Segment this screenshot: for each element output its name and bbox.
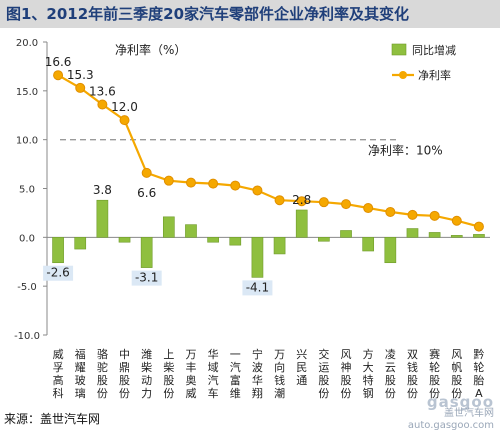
line-point-19 — [473, 221, 484, 232]
bar-15 — [384, 237, 397, 264]
watermark: gasgoo 盖世汽车网 auto.gasgoo.com — [407, 393, 494, 432]
line-point-17 — [429, 210, 440, 221]
x-tick-label: 交运股份 — [318, 347, 329, 400]
data-label-bg — [131, 270, 162, 286]
line-point-11 — [296, 196, 307, 207]
line-point-3 — [119, 115, 130, 126]
bar-layer — [52, 199, 485, 278]
bar-18 — [450, 235, 463, 238]
data-label: 16.6 — [45, 55, 72, 69]
y-tick-label: 0.0 — [19, 233, 35, 244]
x-tick-label: 万丰奥威 — [185, 348, 196, 400]
line-point-12 — [318, 197, 329, 208]
line-point-9 — [252, 185, 263, 196]
data-label: -4.1 — [246, 280, 269, 294]
x-tick-label: 凌云股份 — [385, 347, 396, 400]
line-point-10 — [274, 195, 285, 206]
x-tick-label: 中鼎股份 — [119, 348, 130, 400]
bar-17 — [428, 232, 441, 238]
legend-label-bars: 同比增减 — [412, 43, 456, 57]
x-tick-label: 一汽富维 — [230, 348, 241, 400]
y-tick-label: 10.0 — [16, 136, 38, 147]
bar-13 — [340, 230, 352, 238]
y-tick-label: -10.0 — [14, 331, 40, 342]
source-note: 来源：盖世汽车网 — [4, 412, 101, 426]
legend-label-line: 净利率 — [418, 68, 451, 82]
y-tick-label: -5.0 — [17, 282, 37, 293]
x-tick-label: 风帆股份 — [451, 348, 462, 400]
line-point-7 — [208, 178, 219, 189]
data-label: 6.6 — [137, 186, 156, 200]
x-tick-label: 双钱股份 — [407, 348, 418, 400]
line-point-6 — [185, 177, 196, 188]
bar-12 — [318, 237, 330, 242]
bar-0 — [52, 237, 64, 264]
reference-line-label: 净利率：10% — [368, 143, 443, 158]
x-tick-label: 万向钱潮 — [274, 348, 285, 400]
bar-8 — [229, 237, 242, 246]
x-tick-label: 潍柴动力 — [141, 348, 152, 400]
watermark-line1: 盖世汽车网 — [444, 408, 494, 419]
legend-swatch-marker — [399, 71, 407, 79]
bar-3 — [118, 237, 131, 243]
legend-swatch-bars — [391, 43, 407, 56]
line-point-16 — [407, 209, 418, 220]
reference-line-layer: 净利率：10% — [60, 138, 443, 158]
line-point-18 — [451, 215, 462, 226]
data-label-bg — [43, 265, 74, 281]
data-label: 12.0 — [111, 100, 138, 114]
watermark-line2: auto.gasgoo.com — [407, 420, 494, 431]
bar-14 — [362, 237, 375, 252]
line-point-0 — [53, 70, 64, 81]
x-tick-label: 风神股份 — [341, 348, 352, 400]
line-point-4 — [141, 167, 152, 178]
x-tick-label: 威孚高科 — [53, 348, 64, 400]
data-label: -3.1 — [135, 271, 158, 285]
data-label: 13.6 — [89, 85, 116, 99]
watermark-logo: gasgoo — [426, 393, 494, 411]
line-point-2 — [97, 99, 108, 110]
x-tick-label: 骆驼股份 — [97, 347, 108, 400]
line-point-8 — [230, 180, 241, 191]
chart: 20.0 15.0 10.0 5.0 0.0 -5.0 -10.0 净利率（%） 净利率：10… — [14, 38, 490, 400]
y-tick-label: 15.0 — [16, 87, 38, 98]
line-point-14 — [363, 203, 374, 214]
x-tick-label: 黔轮胎 A — [473, 347, 484, 400]
bar-19 — [473, 234, 485, 238]
bar-5 — [162, 216, 175, 238]
bar-6 — [185, 224, 197, 238]
x-tick-label: 华域汽车 — [208, 347, 219, 400]
x-tick-label: 兴民通 — [296, 348, 307, 387]
x-tick-label: 方大特钢 — [363, 347, 374, 400]
bar-2 — [96, 199, 109, 238]
x-tick-label: 福耀玻璃 — [75, 347, 86, 400]
data-label-bg — [242, 280, 273, 296]
bar-9 — [251, 237, 264, 278]
line-point-1 — [75, 82, 86, 93]
data-label: 15.3 — [67, 68, 94, 82]
line-point-5 — [163, 175, 174, 186]
y-tick-label: 5.0 — [19, 185, 35, 196]
line-layer — [53, 70, 484, 232]
data-label: -2.6 — [46, 266, 69, 280]
x-tick-label: 宁波华翔 — [252, 347, 263, 400]
data-label: 3.8 — [93, 183, 112, 197]
x-tick-label: 赛轮股份 — [429, 347, 440, 400]
line-point-13 — [341, 199, 352, 210]
bar-11 — [295, 209, 308, 238]
y-tick-label: 20.0 — [16, 38, 38, 49]
line-point-15 — [385, 206, 396, 217]
data-label: 2.8 — [292, 193, 311, 207]
y-axis-title: 净利率（%） — [115, 42, 186, 57]
x-tick-label: 上柴股份 — [163, 348, 174, 400]
chart-title: 图1、2012年前三季度20家汽车零部件企业净利率及其变化 — [0, 0, 500, 28]
bar-7 — [207, 237, 219, 243]
bar-10 — [273, 237, 286, 255]
bar-1 — [74, 237, 87, 250]
bar-16 — [406, 228, 419, 238]
bar-4 — [140, 237, 153, 268]
